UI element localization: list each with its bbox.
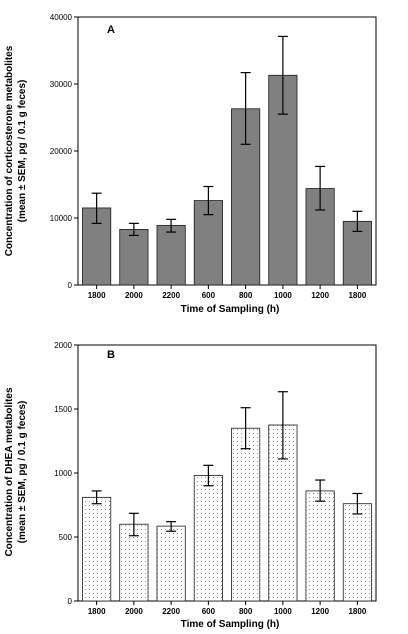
panel-b-bar bbox=[193, 475, 223, 602]
panel-a-bar bbox=[156, 224, 186, 286]
panel-b-bar bbox=[156, 525, 186, 602]
panel-b-bar bbox=[82, 496, 112, 602]
panel-b-x-tick-label: 1000 bbox=[274, 607, 292, 616]
panel-a-y-axis-title-line2: (mean ± SEM, pg / 0.1 g feces) bbox=[17, 80, 28, 223]
panel-b-bar bbox=[119, 523, 149, 602]
panel-b-x-tick-label: 1800 bbox=[88, 607, 106, 616]
panel-a-x-tick-label: 2000 bbox=[125, 291, 143, 300]
panel-b-y-tick-label: 0 bbox=[68, 597, 73, 606]
panel-b-x-tick-label: 1800 bbox=[348, 607, 366, 616]
panel-a-x-tick-label: 800 bbox=[239, 291, 253, 300]
panel-a-label: A bbox=[107, 24, 115, 36]
panel-a-x-tick-label: 1000 bbox=[274, 291, 292, 300]
panel-b-x-tick-label: 800 bbox=[239, 607, 253, 616]
panel-b-y-tick-label: 2000 bbox=[54, 341, 72, 350]
panel-b-y-tick-label: 1000 bbox=[54, 469, 72, 478]
panel-a-x-tick-label: 1800 bbox=[88, 291, 106, 300]
panel-a-y-tick-label: 40000 bbox=[50, 13, 73, 22]
panel-b-y-axis-title-line1: Concentration of DHEA metabolites bbox=[4, 387, 15, 557]
panel-a-x-tick-label: 2200 bbox=[162, 291, 180, 300]
panel-b-bar bbox=[231, 427, 261, 602]
panel-a-y-tick-label: 20000 bbox=[50, 147, 73, 156]
panel-b-x-tick-label: 2200 bbox=[162, 607, 180, 616]
panel-b-y-tick-label: 1500 bbox=[54, 405, 72, 414]
chart-panel-a: A Time of Sampling (h) Concentration of … bbox=[4, 13, 377, 315]
panel-a-x-tick-label: 1200 bbox=[311, 291, 329, 300]
panel-b-bar bbox=[305, 490, 335, 602]
panel-a-y-tick-label: 30000 bbox=[50, 80, 73, 89]
panel-b-x-tick-label: 1200 bbox=[311, 607, 329, 616]
chart-panel-b: B Time of Sampling (h) Concentration of … bbox=[4, 341, 377, 630]
panel-a-bar bbox=[119, 228, 149, 286]
panel-a-x-axis-title: Time of Sampling (h) bbox=[181, 304, 280, 315]
panel-a-x-tick-label: 600 bbox=[202, 291, 216, 300]
panel-b-x-tick-label: 2000 bbox=[125, 607, 143, 616]
panel-b-label: B bbox=[107, 349, 115, 361]
panel-a-y-axis-title-line1: Concentration of corticosterone metaboli… bbox=[4, 45, 15, 256]
panel-b-y-axis-title-line2: (mean ± SEM, pg / 0.1 g feces) bbox=[17, 401, 28, 544]
panel-b-y-tick-label: 500 bbox=[59, 533, 73, 542]
panel-a-y-tick-label: 10000 bbox=[50, 214, 73, 223]
panel-a-x-tick-label: 1800 bbox=[348, 291, 366, 300]
panel-a-y-tick-label: 0 bbox=[68, 281, 73, 290]
panel-b-bar bbox=[342, 503, 372, 602]
panel-b-x-tick-label: 600 bbox=[202, 607, 216, 616]
panel-b-x-axis-title: Time of Sampling (h) bbox=[181, 619, 280, 630]
